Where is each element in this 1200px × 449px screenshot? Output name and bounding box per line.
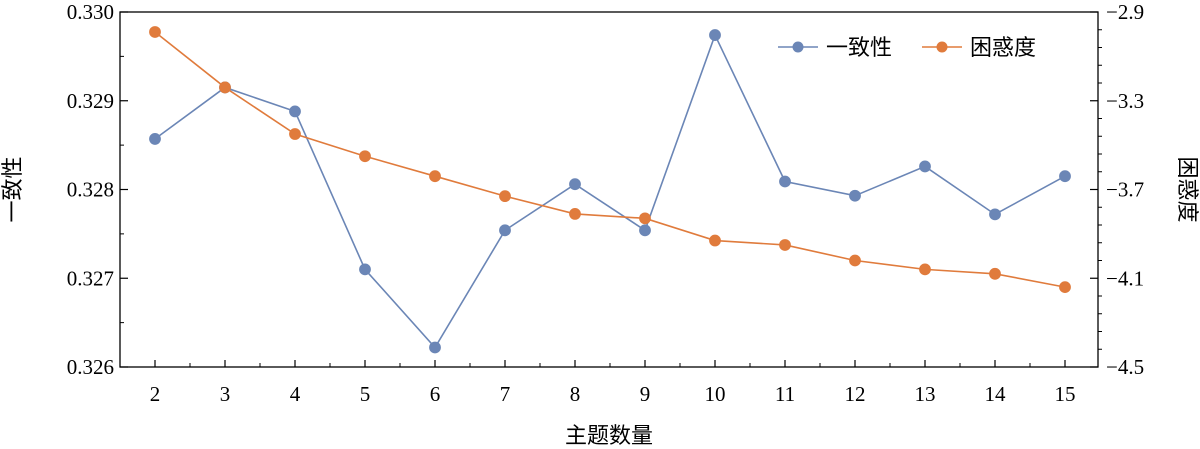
y-right-tick-label: −3.3 [1106, 89, 1144, 113]
series-2-point [849, 254, 861, 267]
series-1-point [849, 189, 861, 202]
series-2-point [429, 170, 441, 183]
legend-label-1: 一致性 [826, 36, 892, 61]
y-left-tick-label: 0.329 [67, 89, 114, 113]
x-tick-label: 9 [640, 382, 651, 406]
y-left-tick-label: 0.327 [67, 266, 114, 290]
series-2-point [219, 81, 231, 94]
legend-label-2: 困惑度 [970, 36, 1036, 61]
x-tick-label: 11 [775, 382, 795, 406]
axes: 2 3 4 5 6 7 8 9 10 11 12 13 14 15 0.326 0.327 0.328 0.329… [67, 0, 1144, 406]
y-axis-left-title: 一致性 [1, 156, 26, 222]
series-2-point [919, 263, 931, 276]
series-2-point [289, 128, 301, 140]
series-2-point [149, 26, 161, 38]
x-tick-label: 6 [430, 382, 441, 406]
legend-marker-2 [936, 41, 948, 53]
series-1-point [639, 224, 651, 237]
y-left-tick-label: 0.330 [67, 0, 114, 24]
series-1-point [429, 341, 441, 354]
series-2-point [499, 190, 511, 203]
y-right-tick-label: −3.7 [1106, 178, 1144, 202]
series-1-point [289, 105, 301, 118]
series-1-point [149, 133, 161, 145]
series-1-point [499, 224, 511, 237]
series-2-point [1059, 281, 1071, 294]
x-tick-label: 13 [915, 382, 936, 406]
x-axis-title: 主题数量 [565, 424, 653, 449]
series-layer [149, 26, 1071, 354]
series-1-point [779, 175, 791, 188]
legend: 一致性 困惑度 [778, 36, 1036, 61]
y-right-tick-label: −2.9 [1106, 0, 1144, 24]
plot-frame [119, 11, 1099, 368]
series-2-point [709, 234, 721, 247]
series-2-point [989, 267, 1001, 280]
series-2-point [359, 150, 371, 163]
series-1-point [359, 263, 371, 276]
series-1-point [569, 178, 581, 191]
series-2-point [569, 208, 581, 220]
x-tick-label: 3 [220, 382, 231, 406]
x-tick-label: 12 [845, 382, 866, 406]
x-tick-label: 2 [150, 382, 161, 406]
series-1-point [709, 29, 721, 41]
x-tick-label: 4 [290, 382, 301, 406]
y-right-tick-label: −4.1 [1106, 266, 1144, 290]
y-axis-right-title: 困惑度 [1174, 156, 1199, 222]
series-1-point [989, 208, 1001, 221]
y-left-tick-label: 0.326 [67, 355, 114, 379]
series-line-1 [154, 32, 1066, 349]
x-tick-label: 14 [985, 382, 1007, 406]
x-tick-label: 10 [705, 382, 726, 406]
series-1-point [1059, 170, 1071, 183]
legend-marker-1 [792, 41, 804, 53]
y-right-tick-label: −4.5 [1106, 355, 1144, 379]
series-line-2 [154, 31, 1066, 288]
series-2-point [639, 212, 651, 225]
y-left-tick-label: 0.328 [67, 178, 114, 202]
x-tick-label: 8 [570, 382, 581, 406]
x-tick-label: 5 [360, 382, 371, 406]
series-2-point [779, 239, 791, 251]
x-tick-label: 15 [1055, 382, 1076, 406]
series-1-point [919, 160, 931, 173]
x-tick-label: 7 [500, 382, 511, 406]
